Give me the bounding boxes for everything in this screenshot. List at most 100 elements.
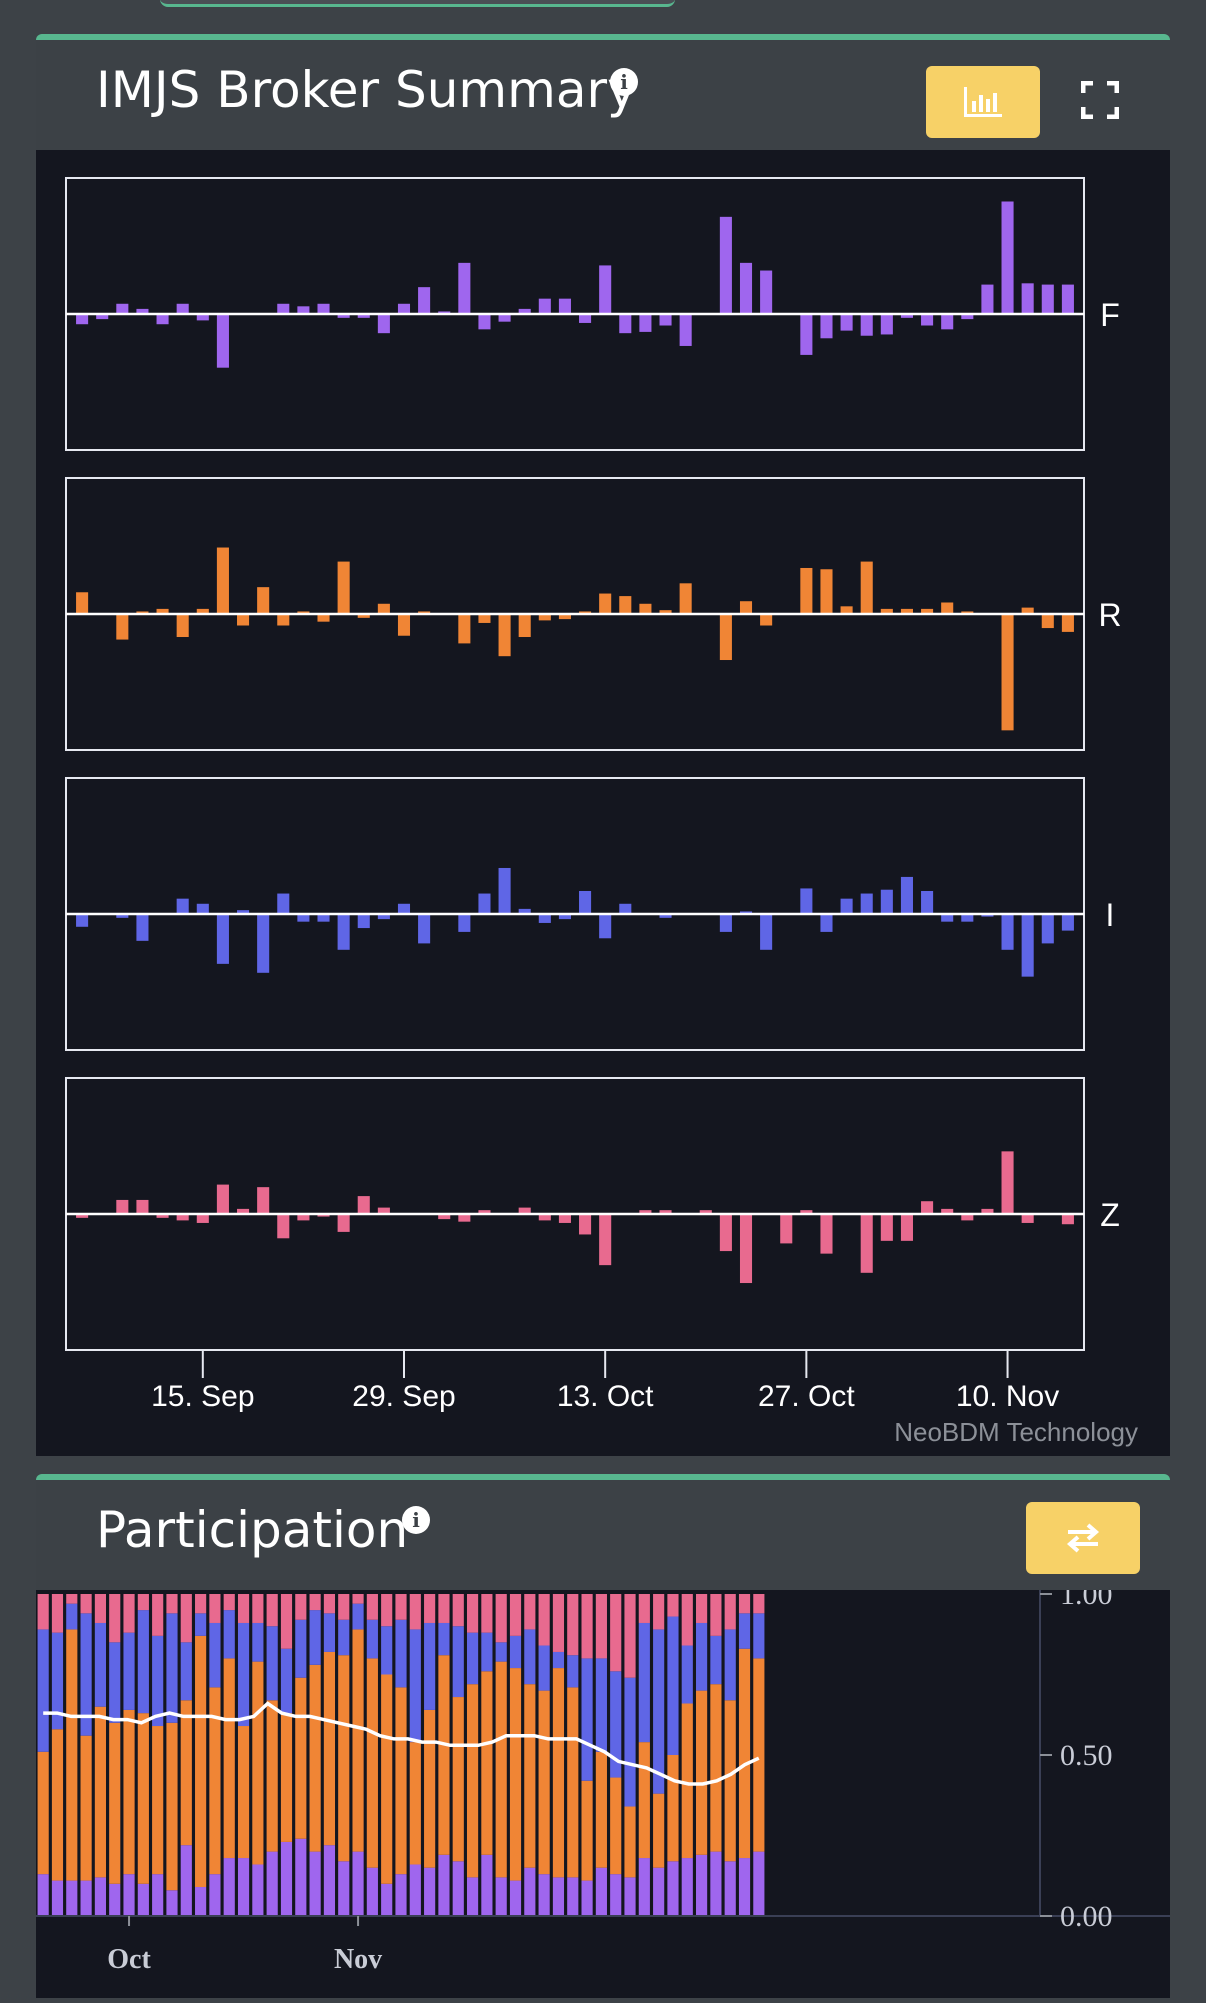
stack-F-10 <box>180 1845 192 1916</box>
stack-F-42 <box>638 1858 650 1916</box>
stack-I-4 <box>94 1622 106 1707</box>
stack-Z-28 <box>438 1594 450 1623</box>
swap-button[interactable] <box>1026 1502 1140 1574</box>
stack-Z-9 <box>166 1594 178 1614</box>
bar-I-24 <box>558 914 571 920</box>
stack-Z-25 <box>395 1594 407 1620</box>
stack-R-47 <box>710 1684 722 1852</box>
stack-I-37 <box>567 1655 579 1688</box>
stack-F-27 <box>424 1867 436 1916</box>
bar-I-41 <box>900 876 913 914</box>
panel-label-Z: Z <box>1100 1197 1120 1233</box>
stack-R-42 <box>638 1742 650 1859</box>
bar-chart-icon <box>964 87 1002 117</box>
bar-I-17 <box>418 914 431 944</box>
stack-I-49 <box>738 1613 751 1649</box>
previous-panel-tab[interactable] <box>160 0 675 7</box>
bar-R-29 <box>659 610 672 614</box>
bar-Z-2 <box>116 1199 129 1214</box>
stack-R-9 <box>166 1722 178 1891</box>
stack-Z-45 <box>681 1594 693 1646</box>
bar-Z-5 <box>176 1214 189 1221</box>
bar-Z-49 <box>1061 1214 1074 1225</box>
bar-I-33 <box>739 911 753 914</box>
bar-R-6 <box>196 608 209 614</box>
info-icon[interactable]: i <box>610 68 638 96</box>
stack-R-37 <box>567 1687 579 1878</box>
chart-credit[interactable]: NeoBDM Technology <box>894 1417 1138 1447</box>
stack-R-18 <box>295 1677 307 1839</box>
bar-Z-40 <box>880 1214 893 1241</box>
bar-F-23 <box>538 298 551 314</box>
bar-I-43 <box>941 914 954 922</box>
bar-I-13 <box>337 914 350 950</box>
bar-Z-4 <box>156 1214 169 1218</box>
stack-R-45 <box>681 1703 693 1859</box>
stack-R-17 <box>280 1713 293 1842</box>
bar-R-47 <box>1021 607 1034 614</box>
stack-I-8 <box>152 1635 164 1727</box>
bar-I-19 <box>458 914 471 932</box>
bar-I-25 <box>579 890 592 914</box>
bar-I-38 <box>840 898 853 914</box>
bar-Z-37 <box>820 1214 833 1254</box>
bar-I-44 <box>961 914 974 922</box>
bar-I-21 <box>498 867 511 914</box>
stack-I-3 <box>80 1613 92 1736</box>
stack-Z-49 <box>738 1594 751 1614</box>
stack-R-50 <box>753 1658 765 1852</box>
stack-I-14 <box>237 1622 250 1727</box>
stack-F-16 <box>266 1851 278 1916</box>
bar-I-6 <box>196 903 209 914</box>
stack-I-30 <box>466 1632 479 1685</box>
stack-I-41 <box>624 1677 636 1807</box>
bar-F-27 <box>619 314 632 334</box>
stack-R-0 <box>37 1751 49 1875</box>
stack-F-26 <box>409 1864 421 1916</box>
stack-Z-36 <box>552 1594 565 1652</box>
bar-F-45 <box>981 284 994 314</box>
stack-R-16 <box>266 1700 278 1852</box>
stack-Z-27 <box>424 1594 436 1623</box>
bar-F-14 <box>357 314 370 318</box>
stack-I-47 <box>710 1635 722 1685</box>
stack-R-22 <box>352 1629 364 1852</box>
stack-Z-18 <box>295 1594 307 1620</box>
stack-Z-16 <box>266 1594 278 1627</box>
x-tick-label: 29. Sep <box>352 1380 455 1413</box>
stack-Z-22 <box>352 1594 364 1604</box>
stack-R-49 <box>738 1648 751 1859</box>
stack-R-33 <box>509 1668 522 1881</box>
stack-R-30 <box>466 1684 479 1878</box>
stack-F-8 <box>152 1874 164 1916</box>
bar-R-43 <box>941 602 954 614</box>
stack-F-29 <box>452 1861 464 1916</box>
bar-F-43 <box>941 314 954 330</box>
stack-I-9 <box>166 1613 178 1723</box>
info-icon[interactable]: i <box>402 1506 430 1534</box>
stack-Z-15 <box>252 1594 264 1623</box>
stack-F-14 <box>237 1858 250 1916</box>
stack-I-1 <box>51 1632 64 1730</box>
bar-R-42 <box>921 608 934 614</box>
bar-R-20 <box>478 614 491 623</box>
stack-I-33 <box>509 1635 522 1669</box>
stack-I-38 <box>581 1658 593 1781</box>
bar-F-26 <box>599 265 612 314</box>
stack-Z-0 <box>37 1594 49 1630</box>
stack-R-11 <box>195 1635 207 1888</box>
bar-Z-7 <box>216 1184 229 1214</box>
stack-Z-40 <box>610 1594 622 1672</box>
stack-R-20 <box>323 1651 336 1846</box>
bar-I-49 <box>1061 914 1074 931</box>
bar-F-28 <box>639 314 652 332</box>
bar-F-37 <box>820 314 833 339</box>
bar-R-27 <box>619 596 632 614</box>
x-tick-label: 15. Sep <box>151 1380 254 1413</box>
chart-view-button[interactable] <box>926 66 1040 138</box>
bar-F-49 <box>1061 284 1074 314</box>
bar-F-46 <box>1001 201 1014 314</box>
bar-F-4 <box>156 314 169 325</box>
stack-R-13 <box>223 1658 235 1859</box>
fullscreen-button[interactable] <box>1070 70 1130 130</box>
